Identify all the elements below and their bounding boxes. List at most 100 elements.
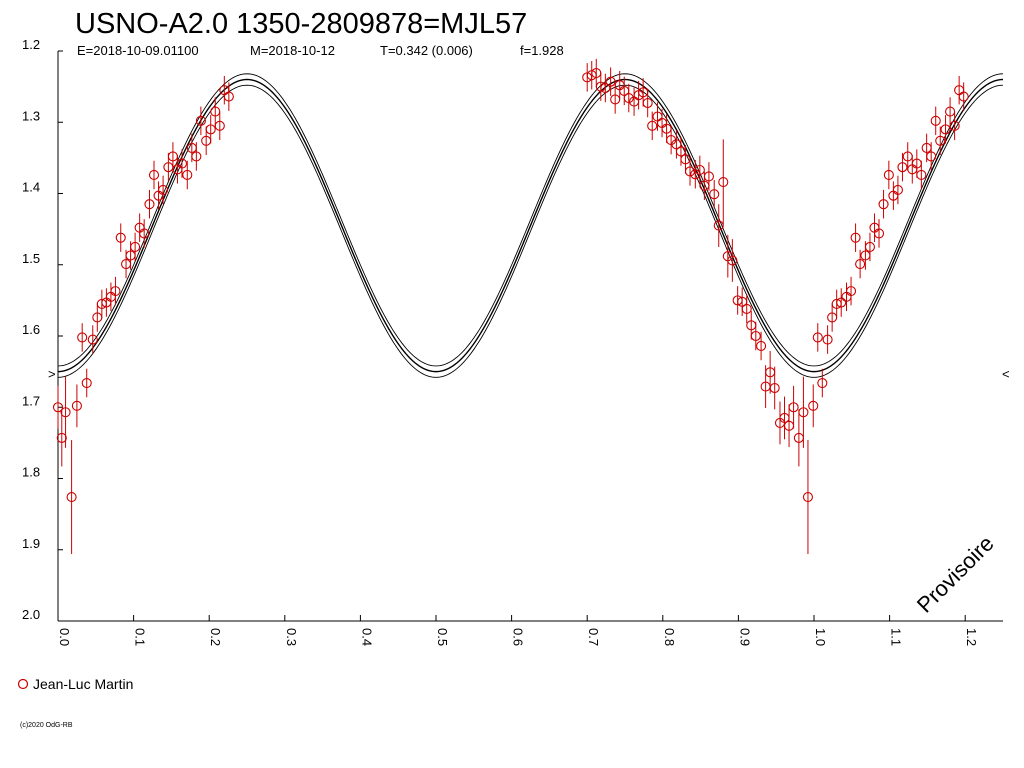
data-point bbox=[902, 142, 913, 171]
data-point bbox=[954, 75, 965, 105]
axes: 1.2 1.3 1.4 1.5 1.6 1.7 1.8 1.9 2.0 0.0 0.1 0.2 0.3 0… bbox=[22, 37, 1010, 646]
x-tick-label: 0.2 bbox=[208, 628, 223, 646]
point-marker bbox=[87, 334, 98, 345]
y-tick-label: 1.4 bbox=[22, 180, 40, 195]
data-point bbox=[935, 126, 946, 156]
subtitle-frequency: f=1.928 bbox=[520, 43, 564, 58]
point-marker bbox=[77, 332, 88, 343]
x-tick-label: 0.7 bbox=[586, 628, 601, 646]
point-marker bbox=[873, 228, 885, 239]
y-tick-label: 1.6 bbox=[22, 322, 40, 337]
data-point bbox=[139, 219, 150, 248]
data-point bbox=[694, 155, 705, 185]
data-point bbox=[750, 321, 761, 351]
point-marker bbox=[897, 162, 908, 173]
model-curve bbox=[57, 73, 1004, 378]
point-marker bbox=[81, 377, 92, 389]
point-marker bbox=[605, 76, 616, 87]
point-marker bbox=[808, 400, 819, 411]
point-marker bbox=[892, 184, 903, 195]
x-tick-label: 0.5 bbox=[435, 628, 450, 646]
model-curve-line bbox=[57, 78, 1004, 373]
data-point bbox=[652, 102, 663, 131]
data-point bbox=[158, 175, 169, 205]
data-point bbox=[623, 83, 634, 113]
point-marker bbox=[205, 124, 216, 135]
data-point bbox=[148, 160, 160, 190]
point-marker bbox=[883, 169, 894, 181]
point-marker bbox=[727, 255, 738, 266]
point-marker bbox=[855, 258, 866, 270]
data-point bbox=[115, 223, 126, 252]
data-point bbox=[71, 384, 82, 428]
data-point bbox=[703, 162, 714, 191]
data-point bbox=[836, 288, 847, 317]
data-point bbox=[958, 82, 969, 111]
point-marker bbox=[788, 402, 799, 413]
data-point bbox=[167, 142, 178, 171]
y-tick-label: 1.9 bbox=[22, 536, 40, 551]
y-tick-label: 1.8 bbox=[22, 465, 40, 480]
point-marker bbox=[56, 432, 67, 443]
data-point bbox=[647, 111, 658, 141]
data-point bbox=[600, 73, 611, 103]
data-point bbox=[60, 376, 71, 448]
data-point bbox=[713, 204, 724, 247]
data-point bbox=[718, 139, 729, 225]
x-tick-label: 0.8 bbox=[662, 628, 677, 646]
point-marker bbox=[647, 120, 658, 131]
point-marker bbox=[756, 340, 767, 352]
point-marker bbox=[158, 184, 169, 195]
point-marker bbox=[878, 199, 889, 210]
model-curve-line bbox=[57, 73, 1004, 367]
point-marker bbox=[684, 166, 696, 177]
point-marker bbox=[930, 115, 941, 126]
chart-title: USNO-A2.0 1350-2809878=MJL57 bbox=[75, 8, 527, 40]
data-point bbox=[793, 409, 804, 467]
data-point bbox=[642, 88, 653, 118]
point-marker bbox=[214, 120, 225, 131]
data-point bbox=[878, 189, 889, 219]
point-marker bbox=[182, 169, 193, 181]
point-marker bbox=[949, 120, 960, 131]
observations bbox=[52, 58, 969, 555]
point-marker bbox=[916, 169, 927, 181]
data-point bbox=[817, 368, 828, 398]
subtitle-max-date: M=2018-10-12 bbox=[250, 43, 335, 58]
data-point bbox=[802, 440, 814, 555]
point-marker bbox=[798, 407, 809, 418]
point-marker bbox=[817, 377, 828, 389]
data-point bbox=[87, 325, 98, 354]
point-marker bbox=[741, 303, 752, 314]
data-point bbox=[883, 160, 894, 190]
point-marker bbox=[139, 228, 150, 239]
data-point bbox=[897, 152, 908, 182]
data-point bbox=[214, 111, 225, 141]
model-curve-line bbox=[57, 84, 1004, 378]
copyright: (c)2020 OdG-RB bbox=[20, 722, 73, 729]
point-marker bbox=[66, 491, 77, 503]
point-marker bbox=[713, 220, 724, 231]
point-marker bbox=[694, 164, 705, 176]
point-marker bbox=[144, 199, 155, 210]
data-point bbox=[591, 58, 602, 88]
data-point bbox=[827, 303, 838, 332]
point-marker bbox=[836, 297, 847, 308]
point-marker bbox=[718, 177, 729, 188]
data-point bbox=[205, 115, 216, 144]
data-point bbox=[605, 67, 616, 96]
x-tick-label: 0.3 bbox=[284, 628, 299, 646]
data-point bbox=[756, 331, 767, 361]
point-marker bbox=[52, 402, 64, 413]
point-marker bbox=[191, 151, 202, 162]
point-marker bbox=[642, 97, 653, 109]
data-point bbox=[81, 368, 92, 398]
subtitle-epoch: E=2018-10-09.01100 bbox=[77, 43, 199, 58]
data-point bbox=[191, 142, 202, 171]
y-tick-label: 2.0 bbox=[22, 607, 40, 622]
point-marker bbox=[935, 135, 946, 146]
x-tick-label: 0.4 bbox=[359, 628, 374, 646]
data-point bbox=[949, 111, 960, 141]
data-point bbox=[808, 384, 819, 428]
point-marker bbox=[623, 92, 634, 104]
